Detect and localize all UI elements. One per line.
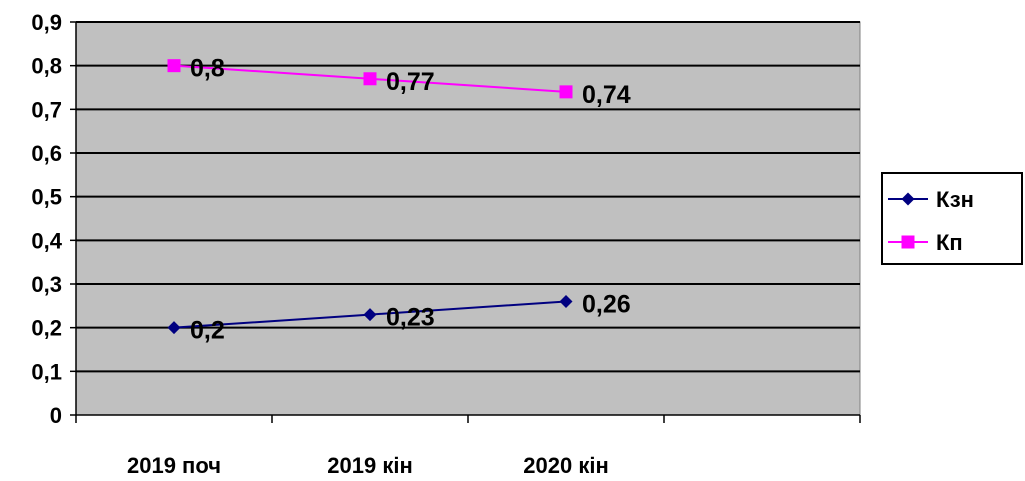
plot-area bbox=[75, 21, 861, 416]
data-point bbox=[559, 85, 573, 99]
legend-label: Кп bbox=[936, 230, 963, 255]
data-point bbox=[167, 59, 181, 73]
data-label: 0,74 bbox=[582, 81, 631, 109]
data-label: 0,23 bbox=[386, 304, 435, 332]
legend-label: Кзн bbox=[936, 187, 974, 212]
y-tick-label: 0 bbox=[50, 403, 62, 428]
y-tick-label: 0,3 bbox=[31, 272, 62, 297]
legend-marker bbox=[901, 192, 915, 206]
y-tick-label: 0,5 bbox=[31, 185, 62, 210]
x-tick-label: 2019 поч bbox=[127, 453, 221, 478]
axes: 0 0,1 0,2 0,3 0,4 0,5 0,6 0,7 0,8 0,9 2019 поч 2019… bbox=[31, 10, 861, 478]
data-label: 0,77 bbox=[386, 68, 435, 96]
y-tick-label: 0,7 bbox=[31, 97, 62, 122]
y-tick-label: 0,4 bbox=[31, 228, 62, 253]
x-tick-label: 2020 кін bbox=[523, 453, 608, 478]
data-point bbox=[559, 294, 573, 308]
legend-box bbox=[881, 172, 1023, 265]
data-point bbox=[363, 308, 377, 322]
data-point bbox=[363, 72, 377, 86]
y-tick-label: 0,1 bbox=[31, 359, 62, 384]
data-label: 0,2 bbox=[190, 317, 225, 345]
gridlines bbox=[76, 21, 860, 373]
y-tick-label: 0,8 bbox=[31, 54, 62, 79]
data-label: 0,26 bbox=[582, 290, 631, 318]
series-layer: 0,2 0,23 0,26 0,8 0,77 0,74 bbox=[167, 55, 631, 345]
legend-marker bbox=[901, 235, 915, 249]
legend: Кзн Кп bbox=[881, 172, 1023, 265]
data-point bbox=[167, 321, 181, 335]
x-tick-label: 2019 кін bbox=[327, 453, 412, 478]
data-label: 0,8 bbox=[190, 55, 225, 83]
y-tick-label: 0,6 bbox=[31, 141, 62, 166]
y-tick-label: 0,9 bbox=[31, 10, 62, 35]
y-tick-label: 0,2 bbox=[31, 316, 62, 341]
